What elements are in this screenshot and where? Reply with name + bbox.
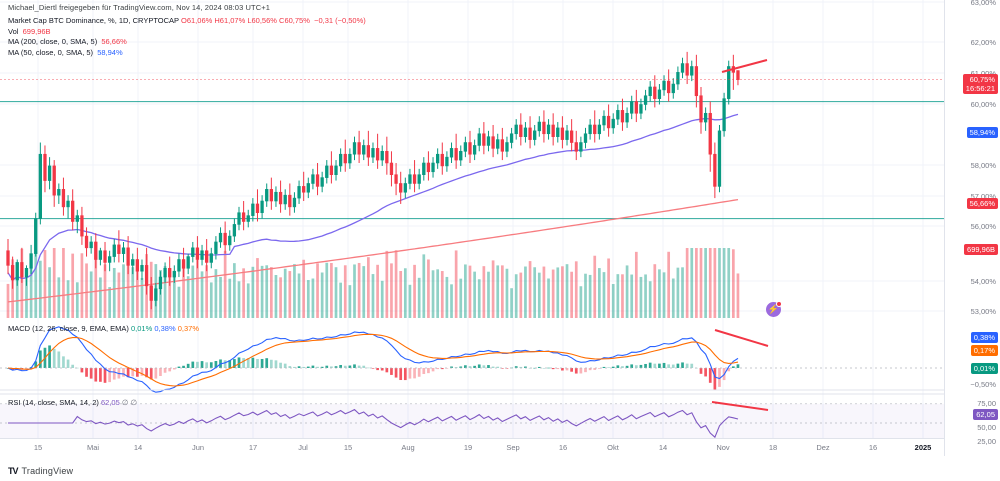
ohlc-low-label: L — [247, 16, 252, 25]
ohlc-close-label: C — [279, 16, 285, 25]
ma50-legend-row[interactable]: MA (50, close, 0, SMA, 5) 58,94% — [8, 48, 366, 59]
ma50-legend-label: MA (50, close, 0, SMA, 5) — [8, 47, 94, 57]
price-tick-2: 61,00% — [971, 69, 996, 78]
time-tick-16: 16 — [868, 443, 878, 452]
tradingview-wordmark: TradingView — [21, 466, 74, 476]
rsi-badge-0[interactable]: 62,05 — [973, 409, 998, 420]
ohlc-high-label: H — [214, 16, 220, 25]
macd-legend-row[interactable]: MACD (12, 26, close, 9, EMA, EMA) 0,01% … — [8, 324, 199, 333]
symbol-legend-row[interactable]: Market Cap BTC Dominance, %, 1D, CRYPTOC… — [8, 16, 366, 27]
macd-legend-label: MACD (12, 26, close, 9, EMA, EMA) — [8, 324, 129, 333]
rsi-tick-2: 25,00 — [977, 437, 996, 446]
time-tick-5: Jul — [298, 443, 308, 452]
ma50-badge[interactable]: 58,94% — [966, 127, 998, 138]
ohlc-open-label: O — [181, 16, 187, 25]
lightning-glyph: ⚡ — [767, 304, 780, 314]
last-price-badge[interactable]: 60,75% 16:56:21 — [962, 74, 998, 94]
price-axis[interactable]: 63,00% 62,00% 61,00% 60,00% 58,00% 57,00% 56,0… — [944, 0, 1000, 456]
ohlc-low: 60,56% — [251, 16, 277, 25]
time-tick-11: Okt — [607, 443, 619, 452]
price-tick-4: 58,00% — [970, 161, 996, 170]
ma200-legend-row[interactable]: MA (200, close, 0, SMA, 5) 56,66% — [8, 37, 366, 48]
time-axis[interactable]: 15 Mai 14 Jun 17 Jul 15 Aug 19 Sep 16 Okt 14 Nov 18 Dez… — [0, 438, 944, 456]
volume-badge[interactable]: 699,96B — [964, 244, 998, 255]
rsi-empty-2: ∅ — [130, 398, 138, 407]
time-tick-0: 15 — [33, 443, 43, 452]
time-tick-6: 15 — [343, 443, 353, 452]
time-tick-1: Mai — [86, 443, 100, 452]
time-tick-3: Jun — [191, 443, 205, 452]
rsi-tick-1: 50,00 — [977, 423, 996, 432]
rsi-value: 62,05 — [100, 398, 120, 407]
tradingview-logo: TV TradingView — [8, 466, 73, 476]
volume-legend-row[interactable]: Vol 699,96B — [8, 27, 366, 38]
macd-signal-value: 0,37% — [177, 324, 199, 333]
lightning-icon[interactable]: ⚡ — [766, 301, 782, 317]
time-tick-13: Nov — [716, 443, 730, 452]
ohlc-high: 61,07% — [219, 16, 246, 25]
price-tick-0: 63,00% — [970, 0, 996, 7]
tradingview-mark: TV — [8, 466, 18, 476]
rsi-empty-1: ∅ — [121, 398, 129, 407]
ma50-legend-value: 58,94% — [97, 47, 123, 57]
ma200-legend-label: MA (200, close, 0, SMA, 5) — [8, 37, 98, 46]
macd-tick-0: −0,50% — [970, 380, 996, 389]
time-tick-9: Sep — [506, 443, 520, 452]
time-tick-14: 18 — [768, 443, 778, 452]
chart-plot-surface[interactable] — [0, 0, 944, 456]
time-tick-17: 2025 — [914, 443, 932, 452]
price-tick-7: 54,00% — [970, 277, 996, 286]
rsi-legend-row[interactable]: RSI (14, close, SMA, 14, 2) 62,05 ∅ ∅ — [8, 398, 137, 407]
macd-badge-0[interactable]: 0,38% — [970, 332, 998, 343]
macd-badge-2[interactable]: 0,01% — [970, 363, 998, 374]
ohlc-close: 60,75% — [284, 16, 310, 25]
macd-hist-value: 0,01% — [130, 324, 153, 333]
time-tick-4: 17 — [248, 443, 258, 452]
rsi-legend-label: RSI (14, close, SMA, 14, 2) — [8, 398, 99, 407]
macd-badge-1[interactable]: 0,17% — [970, 345, 998, 356]
price-tick-8: 53,00% — [970, 307, 996, 316]
attribution-text: Michael_Diertl freigegeben für TradingVi… — [8, 3, 270, 12]
time-tick-7: Aug — [401, 443, 415, 452]
symbol-title: Market Cap BTC Dominance, %, 1D, CRYPTOC… — [8, 16, 179, 25]
volume-legend-label: Vol — [8, 26, 19, 36]
rsi-tick-0: 75,00 — [977, 399, 996, 408]
price-tick-5: 57,00% — [970, 192, 996, 201]
price-tick-6: 56,00% — [970, 222, 996, 231]
macd-line-value: 0,38% — [154, 324, 176, 333]
time-tick-15: Dez — [816, 443, 830, 452]
time-tick-8: 19 — [463, 443, 473, 452]
price-tick-3: 60,00% — [970, 100, 996, 109]
ma200-legend-value: 56,66% — [101, 37, 127, 46]
ohlc-change: −0,31 (−0,50%) — [314, 16, 366, 25]
ohlc-open: 61,06% — [186, 16, 213, 25]
ma200-badge[interactable]: 56,66% — [966, 198, 998, 209]
time-tick-2: 14 — [133, 443, 143, 452]
volume-legend-value: 699,96B — [22, 26, 51, 36]
time-tick-12: 14 — [658, 443, 668, 452]
time-tick-10: 16 — [558, 443, 568, 452]
price-tick-1: 62,00% — [970, 38, 996, 47]
chart-legend: Market Cap BTC Dominance, %, 1D, CRYPTOC… — [8, 16, 366, 58]
